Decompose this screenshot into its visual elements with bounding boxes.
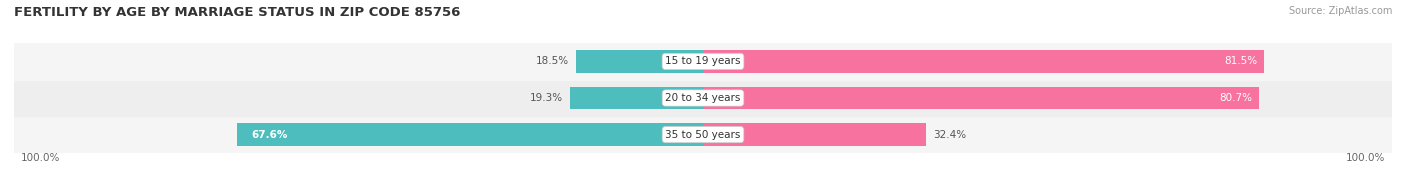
Text: 32.4%: 32.4%	[934, 130, 966, 140]
Text: 80.7%: 80.7%	[1219, 93, 1253, 103]
Bar	[703, 87, 1258, 109]
Text: 15 to 19 years: 15 to 19 years	[665, 56, 741, 66]
Bar	[703, 123, 927, 146]
Bar	[569, 87, 703, 109]
Bar	[238, 123, 703, 146]
Text: 100.0%: 100.0%	[1346, 153, 1385, 163]
Text: FERTILITY BY AGE BY MARRIAGE STATUS IN ZIP CODE 85756: FERTILITY BY AGE BY MARRIAGE STATUS IN Z…	[14, 6, 460, 19]
Text: 18.5%: 18.5%	[536, 56, 568, 66]
Text: 19.3%: 19.3%	[530, 93, 564, 103]
Bar	[14, 43, 1392, 80]
Bar	[14, 80, 1392, 116]
Text: 35 to 50 years: 35 to 50 years	[665, 130, 741, 140]
Bar	[14, 116, 1392, 153]
Bar	[575, 50, 703, 73]
Text: 100.0%: 100.0%	[21, 153, 60, 163]
Text: 67.6%: 67.6%	[252, 130, 287, 140]
Text: 20 to 34 years: 20 to 34 years	[665, 93, 741, 103]
Bar	[703, 50, 1264, 73]
Text: 81.5%: 81.5%	[1225, 56, 1257, 66]
Text: Source: ZipAtlas.com: Source: ZipAtlas.com	[1288, 6, 1392, 16]
